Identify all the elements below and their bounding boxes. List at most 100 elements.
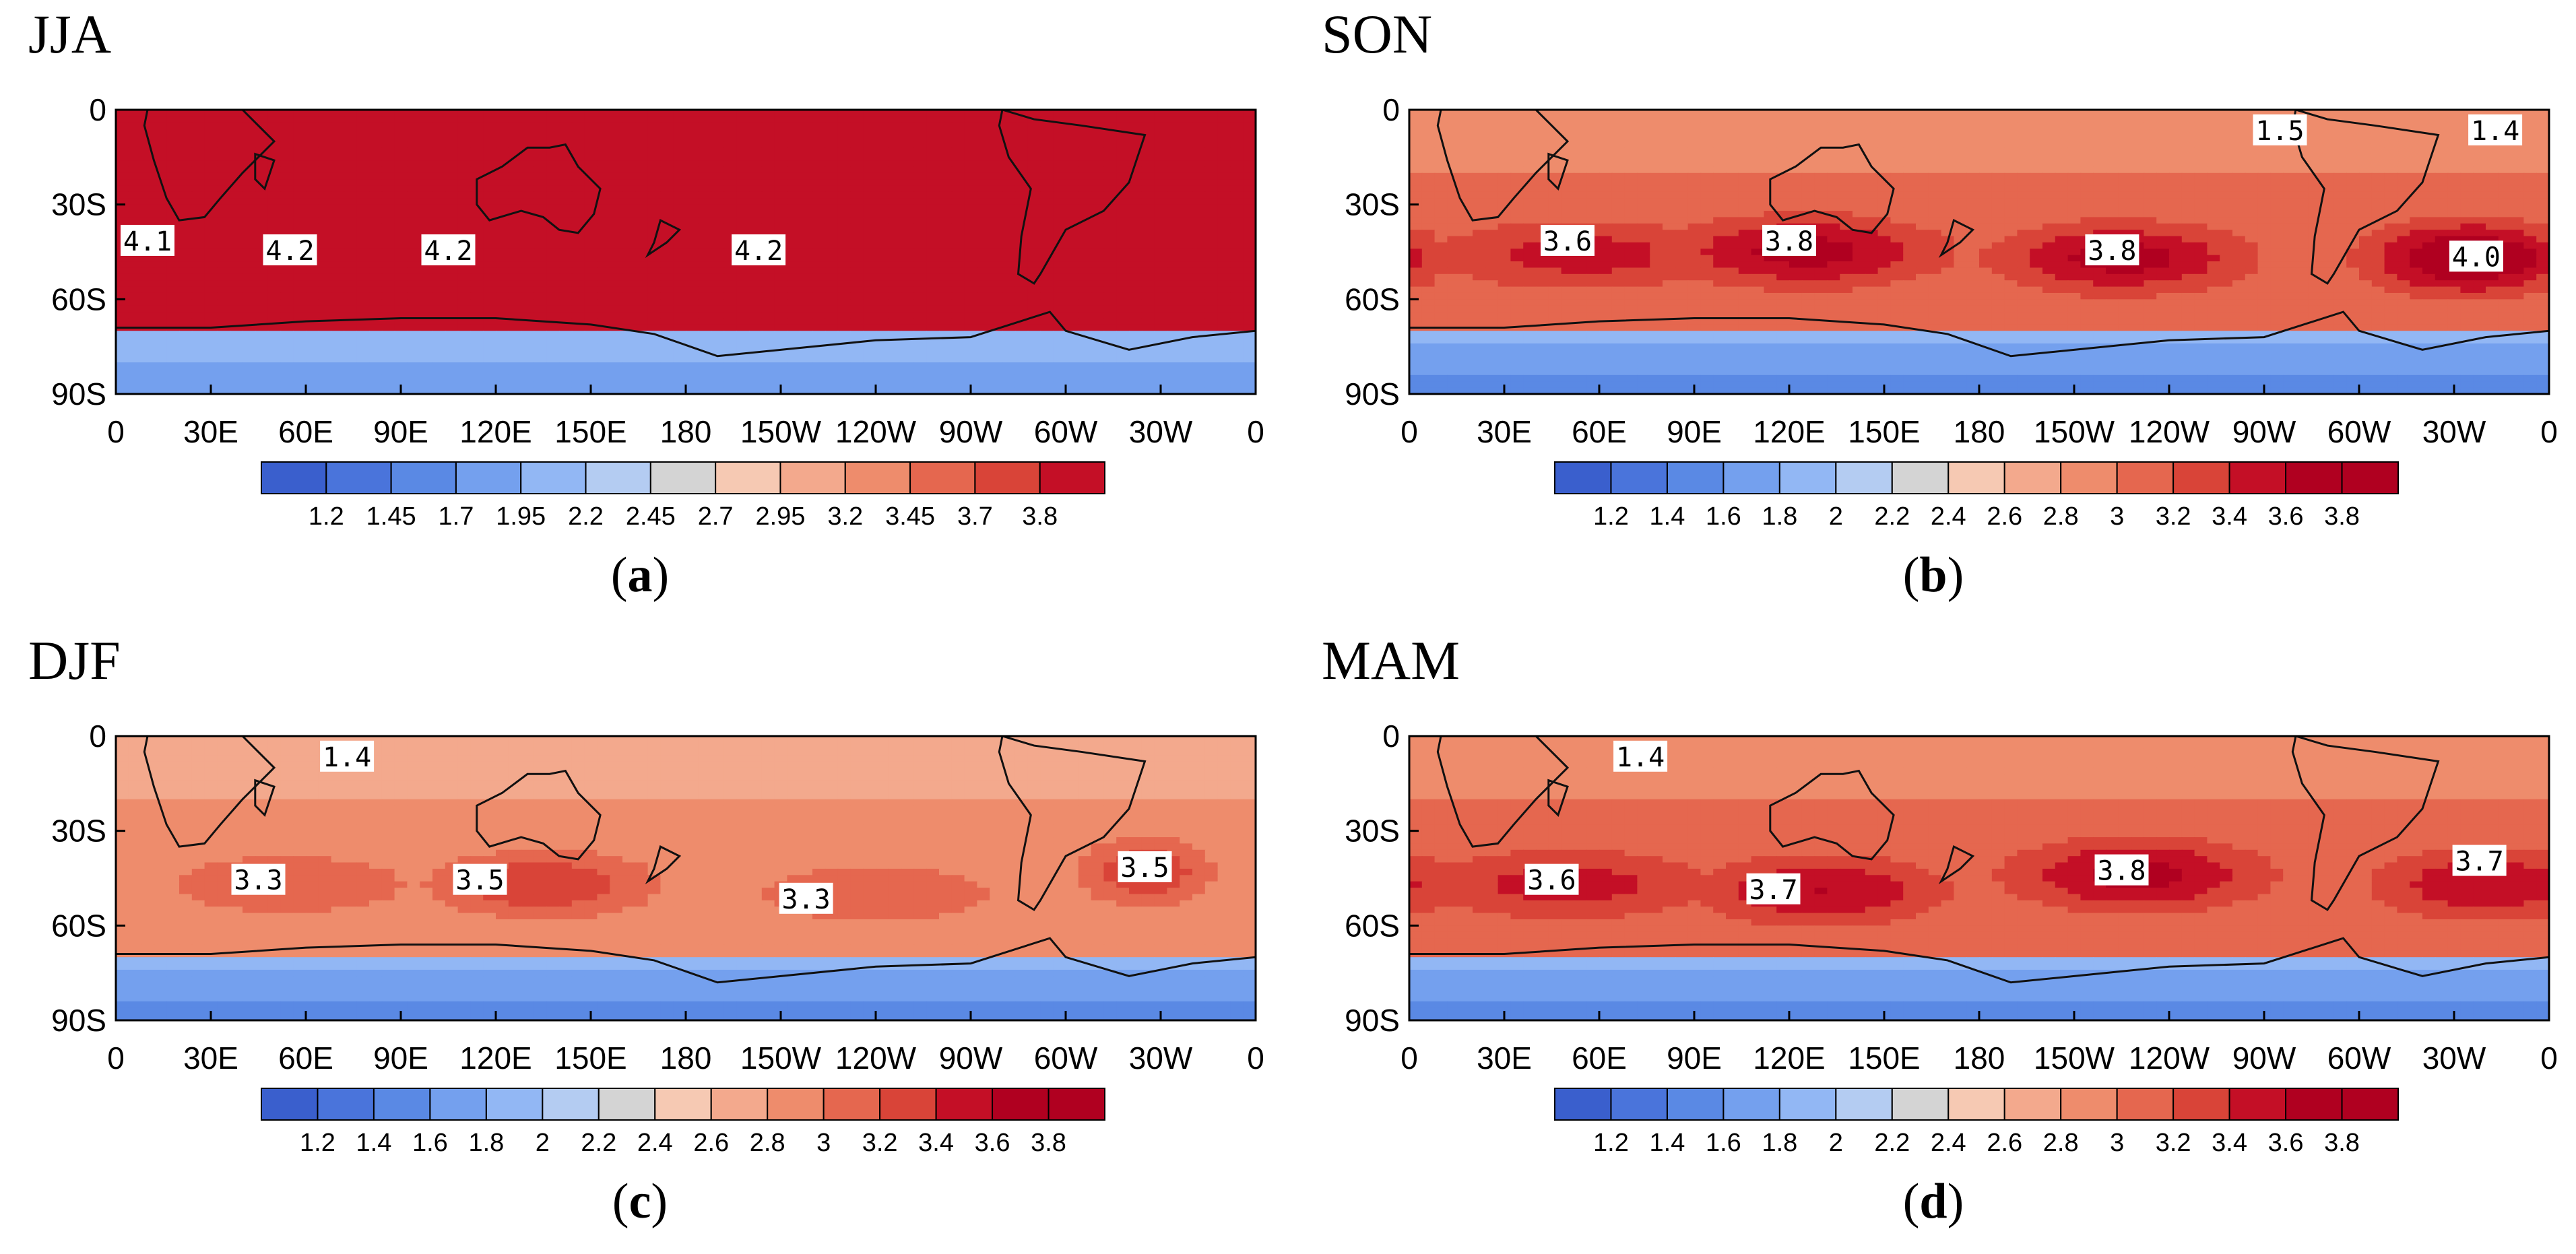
heatmap-cell bbox=[2308, 141, 2322, 149]
heatmap-cell bbox=[635, 135, 649, 142]
heatmap-cell bbox=[154, 154, 167, 161]
heatmap-cell bbox=[1840, 160, 1853, 168]
heatmap-cell bbox=[660, 110, 674, 117]
heatmap-cell bbox=[179, 166, 193, 174]
heatmap-cell bbox=[1523, 122, 1537, 129]
heatmap-cell bbox=[344, 160, 357, 168]
heatmap-cell bbox=[191, 198, 205, 205]
heatmap-cell bbox=[977, 387, 990, 394]
heatmap-cell bbox=[597, 122, 610, 129]
heatmap-cell bbox=[951, 255, 965, 262]
heatmap-cell bbox=[1078, 147, 1092, 155]
heatmap-cell bbox=[901, 122, 915, 129]
heatmap-cell bbox=[698, 261, 712, 269]
heatmap-cell bbox=[369, 261, 383, 269]
heatmap-cell bbox=[1066, 299, 1079, 306]
heatmap-cell bbox=[1002, 356, 1016, 363]
heatmap-cell bbox=[1040, 172, 1054, 180]
heatmap-cell bbox=[901, 185, 915, 193]
heatmap-cell bbox=[204, 305, 218, 312]
heatmap-cell bbox=[255, 280, 269, 288]
heatmap-cell bbox=[280, 381, 294, 389]
heatmap-cell bbox=[1801, 141, 1815, 149]
heatmap-cell bbox=[243, 267, 256, 275]
heatmap-cell bbox=[926, 381, 940, 389]
heatmap-cell bbox=[1129, 179, 1142, 187]
heatmap-cell bbox=[204, 172, 218, 180]
heatmap-cell bbox=[432, 204, 446, 211]
heatmap-cell bbox=[749, 179, 763, 187]
heatmap-cell bbox=[711, 135, 725, 142]
heatmap-cell bbox=[1903, 160, 1917, 168]
heatmap-cell bbox=[483, 337, 496, 344]
heatmap-cell bbox=[876, 185, 889, 193]
heatmap-cell bbox=[1053, 166, 1066, 174]
heatmap-cell bbox=[267, 179, 282, 187]
heatmap-cell bbox=[1421, 147, 1436, 155]
heatmap-cell bbox=[951, 110, 965, 117]
heatmap-cell bbox=[407, 154, 420, 161]
heatmap-cell bbox=[1015, 261, 1029, 269]
heatmap-cell bbox=[230, 286, 243, 294]
heatmap-cell bbox=[800, 305, 813, 312]
heatmap-cell bbox=[407, 318, 420, 325]
heatmap-cell bbox=[610, 362, 623, 370]
heatmap-cell bbox=[2498, 147, 2512, 155]
heatmap-cell bbox=[2181, 135, 2195, 142]
heatmap-cell bbox=[230, 242, 243, 250]
heatmap-cell bbox=[2245, 141, 2259, 149]
heatmap-cell bbox=[1650, 122, 1663, 129]
heatmap-cell bbox=[1485, 129, 1499, 136]
heatmap-cell bbox=[496, 122, 509, 129]
heatmap-cell bbox=[1217, 166, 1231, 174]
heatmap-cell bbox=[2346, 122, 2360, 129]
heatmap-cell bbox=[2030, 110, 2043, 117]
heatmap-cell bbox=[990, 255, 1003, 262]
heatmap-cell bbox=[293, 362, 307, 370]
heatmap-cell bbox=[255, 179, 269, 187]
heatmap-cell bbox=[787, 135, 800, 142]
heatmap-cell bbox=[1243, 374, 1256, 383]
heatmap-cell bbox=[686, 204, 699, 211]
heatmap-cell bbox=[1473, 166, 1486, 174]
heatmap-cell bbox=[597, 350, 610, 357]
heatmap-cell bbox=[1217, 110, 1231, 117]
heatmap-cell bbox=[2384, 154, 2398, 161]
heatmap-cell bbox=[1485, 154, 1499, 161]
heatmap-cell bbox=[559, 374, 573, 383]
heatmap-cell bbox=[534, 273, 547, 281]
heatmap-cell bbox=[204, 374, 218, 383]
heatmap-cell bbox=[116, 122, 129, 129]
heatmap-cell bbox=[736, 110, 750, 117]
heatmap-cell bbox=[2169, 160, 2183, 168]
heatmap-cell bbox=[1204, 122, 1219, 129]
heatmap-cell bbox=[1928, 116, 1942, 123]
heatmap-cell bbox=[559, 236, 573, 243]
heatmap-cell bbox=[597, 343, 610, 351]
heatmap-cell bbox=[1180, 374, 1193, 383]
heatmap-cell bbox=[635, 198, 649, 205]
heatmap-cell bbox=[825, 211, 839, 218]
heatmap-cell bbox=[255, 261, 269, 269]
heatmap-cell bbox=[1154, 337, 1168, 344]
heatmap-cell bbox=[331, 147, 345, 155]
heatmap-cell bbox=[622, 368, 636, 376]
heatmap-cell bbox=[812, 147, 826, 155]
heatmap-cell bbox=[926, 255, 940, 262]
heatmap-cell bbox=[850, 318, 864, 325]
heatmap-cell bbox=[217, 122, 230, 129]
heatmap-cell bbox=[774, 337, 788, 344]
heatmap-cell bbox=[230, 147, 243, 155]
heatmap-cell bbox=[344, 324, 357, 332]
heatmap-cell bbox=[1599, 166, 1613, 174]
heatmap-cell bbox=[1154, 116, 1168, 123]
heatmap-cell bbox=[1536, 147, 1549, 155]
heatmap-cell bbox=[1141, 356, 1155, 363]
heatmap-cell bbox=[1091, 255, 1105, 262]
heatmap-cell bbox=[1066, 135, 1079, 142]
heatmap-cell bbox=[217, 299, 230, 306]
heatmap-cell bbox=[369, 280, 383, 288]
heatmap-cell bbox=[610, 249, 623, 256]
heatmap-cell bbox=[1192, 141, 1206, 149]
heatmap-cell bbox=[1979, 160, 1993, 168]
